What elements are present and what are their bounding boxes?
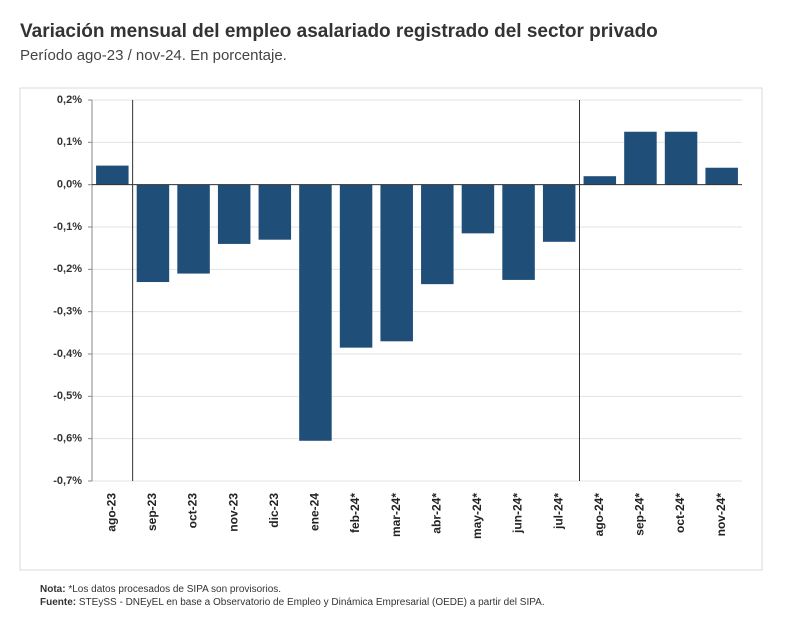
note-text: *Los datos procesados de SIPA son provis… [68,584,281,595]
x-tick-label: jul-24* [551,493,565,530]
y-tick-label: -0,3% [53,306,82,318]
bar [705,167,738,185]
x-tick-label: ago-23 [104,493,118,532]
x-tick-label: ago-24* [592,493,606,537]
note-label: Nota: [40,584,66,595]
x-tick-label: nov-24* [714,493,728,537]
x-tick-label: jun-24* [511,493,525,534]
bar [461,184,495,234]
bar [258,184,292,240]
bar [339,184,373,348]
x-tick-label: mar-24* [389,493,403,537]
y-tick-label: 0,1% [57,136,82,148]
bar [583,176,617,185]
x-tick-label: nov-23 [226,493,240,532]
bar [177,184,210,274]
x-tick-label: sep-24* [633,493,647,536]
y-tick-label: -0,4% [53,348,82,360]
y-tick-label: -0,7% [53,475,82,487]
y-tick-label: -0,2% [53,263,82,275]
y-tick-label: -0,1% [53,221,82,233]
bar [421,184,454,285]
y-tick-label: 0,2% [57,94,82,106]
y-tick-label: -0,6% [53,433,82,445]
bar [542,184,576,242]
x-tick-label: may-24* [470,493,484,539]
bar [380,184,413,342]
bar [299,184,332,441]
bar [217,184,251,244]
bar [624,131,657,185]
y-tick-label: 0,0% [57,179,82,191]
x-tick-label: abr-24* [429,493,443,534]
bar [664,131,698,185]
chart-title: Variación mensual del empleo asalariado … [20,21,658,42]
x-tick-label: oct-23 [186,493,200,529]
note: Nota: *Los datos procesados de SIPA son … [40,584,281,595]
bar [96,165,129,185]
x-tick-label: sep-23 [145,493,159,531]
x-tick-label: feb-24* [348,493,362,533]
source-label: Fuente: [40,597,76,608]
x-tick-label: dic-23 [267,493,281,528]
bar [136,184,170,283]
source-text: STEySS - DNEyEL en base a Observatorio d… [79,597,545,608]
bar [502,184,535,280]
y-tick-label: -0,5% [53,390,82,402]
plot-frame [19,87,763,571]
source: Fuente: STEySS - DNEyEL en base a Observ… [40,597,545,608]
x-tick-label: oct-24* [673,493,687,533]
chart-subtitle: Período ago-23 / nov-24. En porcentaje. [20,47,287,64]
x-tick-label: ene-24 [308,493,322,531]
